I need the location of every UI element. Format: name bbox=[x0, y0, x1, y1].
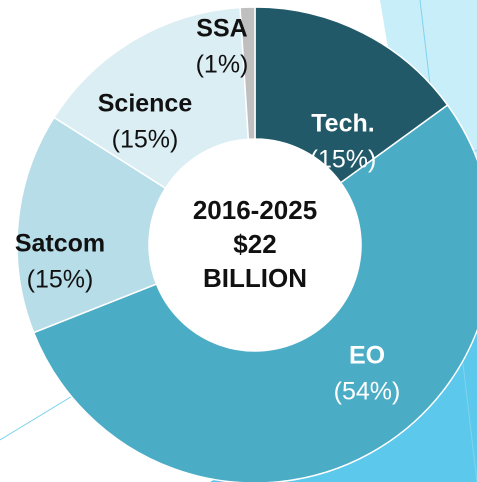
category-label: EO bbox=[349, 342, 385, 370]
category-label: SSA bbox=[196, 15, 247, 43]
slice bbox=[53, 6, 250, 190]
value-label: (1%) bbox=[196, 51, 249, 79]
center-text: 2016-2025 bbox=[193, 195, 317, 225]
donut-hole bbox=[149, 139, 361, 351]
value-label: (54%) bbox=[334, 378, 401, 406]
value-label: (15%) bbox=[310, 146, 377, 174]
category-label: Satcom bbox=[15, 230, 105, 258]
category-label: Science bbox=[98, 90, 193, 118]
center-text: $22 bbox=[233, 229, 276, 259]
slices bbox=[16, 6, 477, 482]
value-label: (15%) bbox=[112, 126, 179, 154]
labels: Tech. (15%) EO (54%) Satcom (15%) Science (15%)… bbox=[15, 15, 401, 406]
category-label: Tech. bbox=[311, 110, 374, 138]
center-text: BILLION bbox=[203, 263, 307, 293]
value-label: (15%) bbox=[27, 266, 94, 294]
slice bbox=[254, 6, 449, 184]
